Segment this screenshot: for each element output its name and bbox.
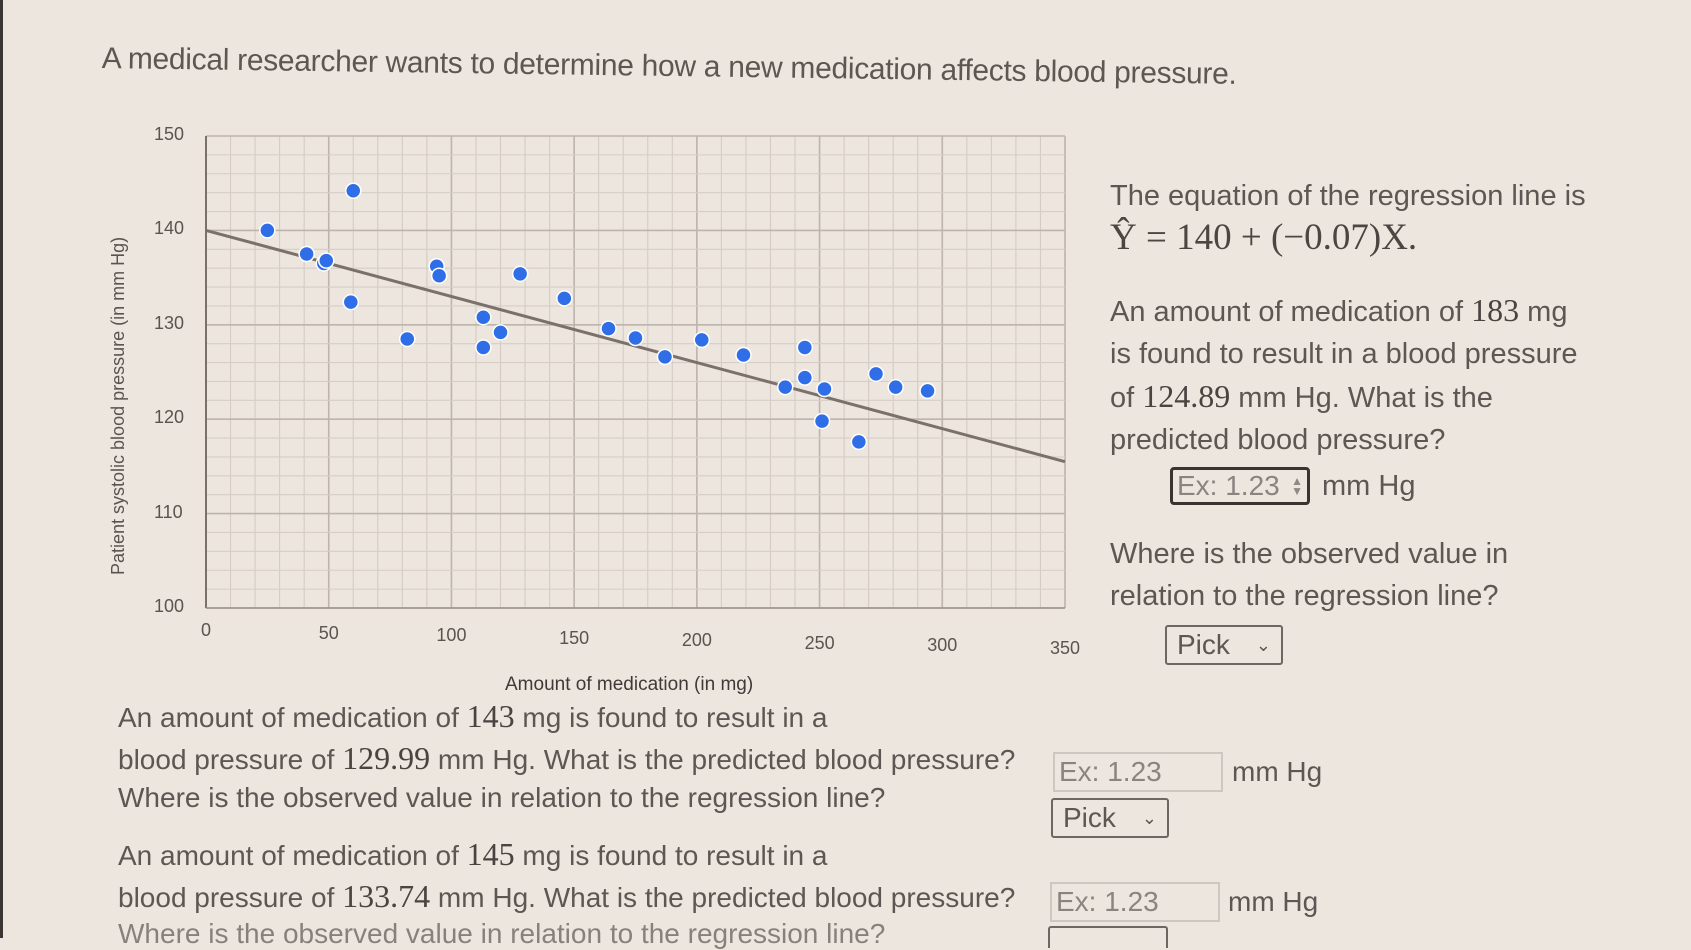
q1-input-placeholder: Ex: 1.23 [1177,470,1280,501]
q1-text: An amount of medication of 183 mg is fou… [1110,289,1610,461]
q3-text-part: An amount of medication of [118,840,467,871]
problem-intro: A medical researcher wants to determine … [101,42,1237,91]
data-point [627,329,644,347]
x-tick-label: 100 [436,625,467,645]
q2-text-part: mg is found to result in a [514,702,828,733]
spinner-down-icon[interactable]: ▼ [1291,484,1303,498]
spinner-up-icon[interactable]: ▲ [1291,474,1303,488]
data-point [342,293,360,311]
q2-predicted-input[interactable]: Ex: 1.23 [1053,752,1223,792]
chart-plot-area [205,135,1066,609]
data-point [850,433,868,451]
q1-where-text: relation to the regression line? [1110,580,1499,612]
data-point [919,382,936,400]
q2-text-part: An amount of medication of [118,702,467,733]
q2-position-select[interactable]: Pick ⌄ [1051,798,1169,838]
q1-text-part: of [1110,382,1143,414]
q2-text-part: blood pressure of [118,744,343,775]
regression-equation: Ŷ = 140 + (−0.07)X. [1110,217,1418,258]
x-tick-label: 50 [318,622,339,643]
q2-text-part: mm Hg. What is the predicted blood press… [430,744,1016,775]
q3-bp: 133.74 [342,878,431,914]
q3-predicted-input[interactable]: Ex: 1.23 [1050,882,1220,922]
data-point [796,339,814,356]
chevron-down-icon: ⌄ [1255,635,1271,655]
q3-unit: mm Hg [1228,886,1319,917]
screen-edge [0,0,3,938]
x-tick-label: 150 [559,627,590,648]
data-point [816,380,833,398]
number-spinner[interactable]: ▲ ▼ [1291,474,1303,498]
q1-bp: 124.89 [1142,378,1231,414]
data-point [735,346,752,364]
x-tick-label: 200 [681,630,712,650]
q1-text-part: mm Hg. What is the [1230,382,1493,414]
data-point [345,182,362,200]
q1-text-part: An amount of medication of [1110,296,1472,328]
q1-position-select[interactable]: Pick ⌄ [1165,625,1283,665]
q3-line1: An amount of medication of 145 mg is fou… [118,836,827,873]
q3-where-text: Where is the observed value in relation … [118,918,886,949]
data-point [693,331,711,349]
data-point [298,245,315,263]
data-point [600,320,617,337]
y-tick-label: 100 [154,596,185,616]
question-1-panel: The equation of the regression line is Ŷ… [1110,175,1610,665]
y-axis-label: Patient systolic blood pressure (in mm H… [108,236,128,575]
q1-dose: 183 [1471,292,1520,328]
data-point [475,339,492,356]
q1-text-part: predicted blood pressure? [1110,424,1446,456]
y-tick-label: 120 [154,407,185,428]
data-point [656,348,674,366]
q3-input-placeholder: Ex: 1.23 [1056,886,1159,917]
q1-predicted-input[interactable]: Ex: 1.23 ▲ ▼ [1170,467,1310,505]
data-point [430,267,448,284]
data-point [776,378,794,396]
scatter-chart [100,120,1100,700]
q3-text-part: mm Hg. What is the predicted blood press… [430,882,1016,913]
q1-unit: mm Hg [1322,470,1416,502]
q2-line1: An amount of medication of 143 mg is fou… [118,698,827,735]
data-point [399,330,416,348]
data-point [556,290,573,307]
q2-bp: 129.99 [342,740,431,776]
y-tick-label: 130 [154,312,185,333]
data-point [318,252,335,269]
q3-dose: 145 [466,836,515,872]
data-point [796,369,814,386]
q2-input-placeholder: Ex: 1.23 [1059,756,1162,787]
data-point [492,324,509,341]
x-axis-label: Amount of medication (in mg) [505,674,754,695]
q1-where-text: Where is the observed value in [1110,538,1509,570]
data-point [887,378,904,396]
data-point [813,412,831,430]
q3-position-select[interactable] [1048,926,1168,948]
y-tick-label: 150 [154,124,185,144]
q1-text-part: mg [1519,296,1568,328]
y-tick-label: 110 [154,501,183,522]
data-point [475,308,492,326]
y-tick-label: 140 [154,218,185,239]
q3-line2: blood pressure of 133.74 mm Hg. What is … [118,878,1015,915]
q2-select-value: Pick [1063,802,1116,833]
x-tick-label: 300 [927,635,958,655]
data-point [511,265,529,283]
x-tick-label: 250 [804,632,835,653]
x-tick-label: 0 [201,620,212,640]
equation-intro: The equation of the regression line is [1110,180,1586,212]
q2-where-text: Where is the observed value in relation … [118,782,886,813]
q1-select-value: Pick [1177,629,1230,660]
q2-line2: blood pressure of 129.99 mm Hg. What is … [118,740,1015,777]
data-point [867,365,885,383]
q1-text-part: is found to result in a blood pressure [1110,338,1578,370]
q3-text-part: mg is found to result in a [514,840,828,871]
data-point [259,222,276,239]
x-tick-label: 350 [1050,637,1081,658]
q2-dose: 143 [466,698,515,734]
chevron-down-icon: ⌄ [1141,807,1157,828]
q2-unit: mm Hg [1232,756,1323,787]
q3-text-part: blood pressure of [118,882,343,913]
